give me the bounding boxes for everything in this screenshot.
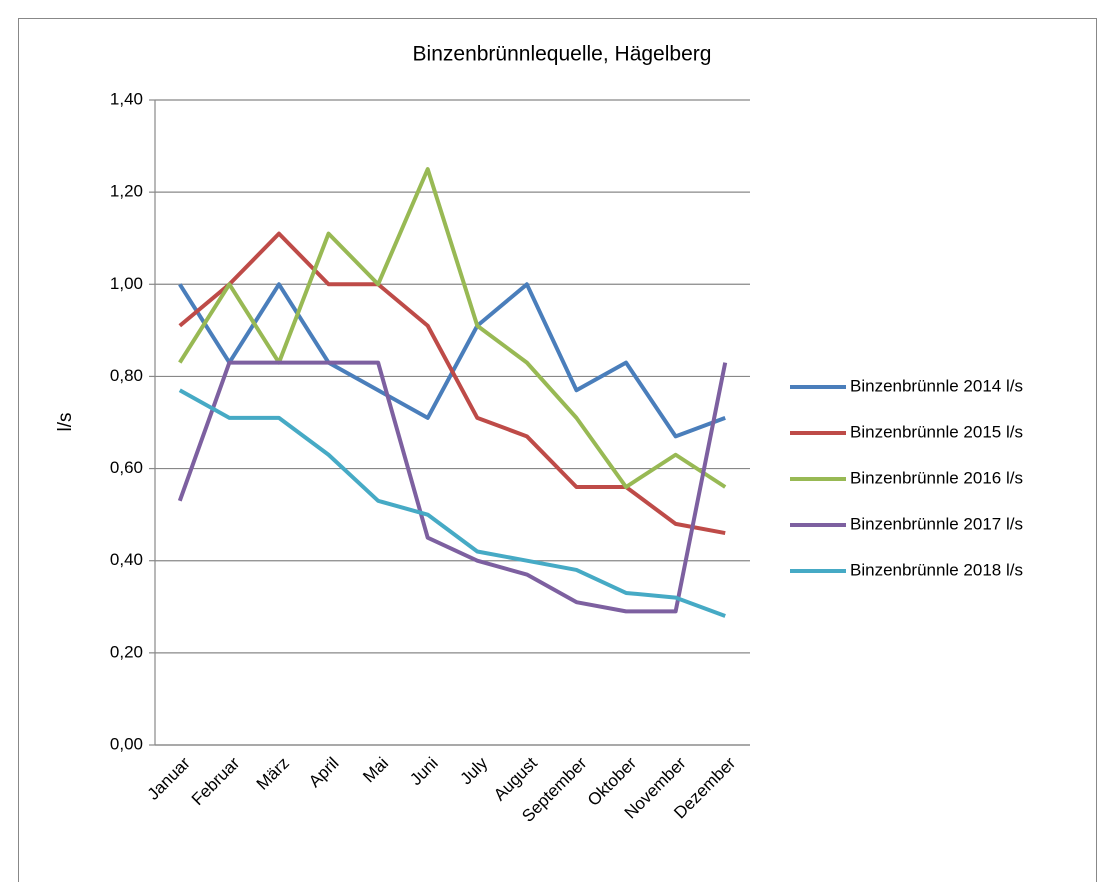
legend-label: Binzenbrünnle 2018 l/s xyxy=(850,560,1023,579)
y-axis-label: l/s xyxy=(55,413,76,432)
y-tick-label: 0,20 xyxy=(110,642,143,661)
series-line xyxy=(178,231,726,536)
legend-label: Binzenbrünnle 2015 l/s xyxy=(850,422,1023,441)
chart-title: Binzenbrünnlequelle, Hägelberg xyxy=(413,43,712,66)
y-tick-label: 0,80 xyxy=(110,366,143,385)
series-line xyxy=(177,360,728,614)
series-line xyxy=(178,167,727,489)
y-tick-label: 0,60 xyxy=(110,458,143,477)
legend-label: Binzenbrünnle 2016 l/s xyxy=(850,468,1023,487)
y-tick-label: 1,40 xyxy=(110,89,143,108)
y-tick-label: 1,20 xyxy=(110,182,143,201)
legend-label: Binzenbrünnle 2017 l/s xyxy=(850,514,1023,533)
y-tick-label: 1,00 xyxy=(110,274,143,293)
chart-border xyxy=(18,18,1097,882)
y-tick-label: 0,40 xyxy=(110,550,143,569)
y-tick-label: 0,00 xyxy=(110,734,143,753)
series-line xyxy=(178,388,726,618)
legend-label: Binzenbrünnle 2014 l/s xyxy=(850,376,1023,395)
